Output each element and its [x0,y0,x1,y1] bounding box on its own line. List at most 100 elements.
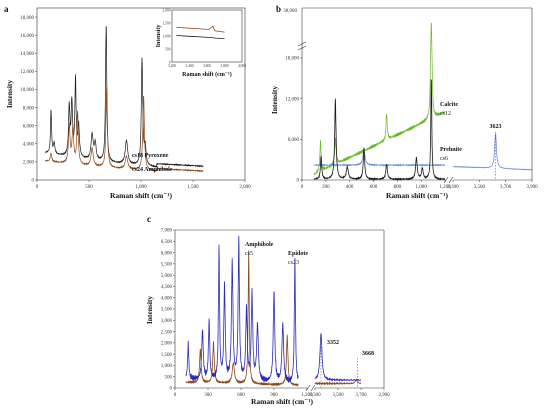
panel-b-xlabel: Raman shift (cm⁻¹) [386,191,449,200]
panel-a-xtick-label: 0 [36,185,39,190]
panel-b-xtick-label: 1,200 [439,185,451,190]
panel-b-xtick-label-right: 3,900 [526,185,538,190]
panel-a-ytick-label: 16,000 [20,34,34,39]
panel-c-xtick-label: 0 [174,393,177,398]
panel-a-letter: a [4,4,9,14]
panel-a-xlabel: Raman shift (cm⁻¹) [110,191,173,200]
panel-c-labels: Amphibole cs5 Epidote cs23 3352 3668 [245,242,374,357]
panel-c-ytick-label: 5,000 [161,274,173,279]
inset-ytick-label: 1,500 [162,21,170,26]
panel-a-ytick-label: 12,000 [20,70,34,75]
inset-xtick-label: 4,000 [238,64,246,69]
panel-a-ytick-label: 2,000 [23,161,35,166]
panel-b-label-prehnite-sample: cs6 [440,156,448,162]
panel-b-xtick-label: 800 [394,185,402,190]
inset-ytick-label: 2,000 [162,8,170,13]
panel-c-peak-label-3668: 3668 [362,351,374,357]
inset-series-line-0 [176,35,225,39]
panel-c-ytick-label: 5,500 [161,263,173,268]
panel-c-ytick-label: 0 [170,387,173,392]
panel-b-label-calcite: Calcite [440,102,458,108]
panel-c-xtick-label-right: 3,700 [355,393,367,398]
panel-b-series-line-1 [313,147,446,168]
panel-b-labels: Calcite cs12 Prehnite cs6 3623 [440,102,502,162]
panel-b: b 0 6,000 12,000 18,000 0 200 400 600 800 1,000 1… [270,4,538,200]
inset-xtick-label: 3,400 [185,64,193,69]
panel-b-ytick-label: 0 [297,179,300,184]
panel-c-peak-label-3352: 3352 [327,340,339,346]
panel-c-ytick-label: 2,000 [161,342,173,347]
panel-c-label-epidote: Epidote [288,251,308,257]
panel-c-letter: c [147,214,151,224]
panel-c: c 0 500 1,000 1,500 2,000 2,500 3,000 3,500 4,00… [145,214,390,406]
panel-c-ytick-label: 4,500 [161,285,173,290]
panel-c-xtick-label-right: 3,900 [378,393,390,398]
panel-b-ytick-label: 12,000 [285,97,299,102]
panel-a-xtick-label: 500 [85,185,93,190]
panel-b-ylabel: Intensity [270,86,279,115]
panel-b-series-line-0 [313,22,446,176]
panel-c-xtick-label: 600 [237,393,245,398]
inset-ylabel: Intensity [156,25,162,48]
panel-c-ytick-label: 4,000 [161,296,173,301]
panel-c-ytick-label: 6,500 [161,240,173,245]
panel-a-legend-amphibole: cs24 Amphibole [132,167,173,173]
panel-c-series-line-0 [185,250,299,387]
panel-c-ytick-label: 1,000 [161,364,173,369]
panel-c-label-epidote-sample: cs23 [288,260,299,266]
panel-c-ytick-label: 500 [165,375,173,380]
panel-a-ytick-label: 8,000 [23,106,35,111]
panel-a-ytick-label: 10,000 [20,88,34,93]
inset-xtick-label: 3,200 [168,64,176,69]
panel-c-ylabel: Intensity [145,296,154,325]
panel-c-xlabel: Raman shift (cm⁻¹) [251,397,314,406]
inset-ytick-label: 1,000 [162,34,170,39]
panel-a-ytick-label: 4,000 [23,142,35,147]
panel-c-series-line-right-1 [314,333,362,382]
panel-b-ytick-label: 6,000 [288,138,300,143]
panel-c-ytick-label: 3,500 [161,308,173,313]
panel-c-ytick-label: 1,500 [161,353,173,358]
panel-a-series-line-0 [44,26,204,169]
panel-b-ytick-label: 18,000 [285,57,299,62]
panel-c-series-line-right-0 [314,378,362,386]
panel-c-xtick-label: 300 [204,393,212,398]
inset-frame [171,9,243,63]
panel-b-xtick-label-right: 3,700 [500,185,512,190]
panel-c-xtick-label: 1,200 [301,393,313,398]
inset-series-line-1 [176,25,225,33]
panel-a-xtick-label: 2,000 [239,185,251,190]
panel-c-ytick-label: 7,000 [161,229,173,234]
panel-c-xtick-label-right: 3,300 [309,393,321,398]
panel-c-xtick-label: 900 [270,393,278,398]
panel-b-ytick-top: 38,000 [283,9,297,14]
inset-xtick-label: 3,600 [203,64,211,69]
panel-b-series-line-right [452,133,533,171]
panel-b-xtick-label-right: 3,300 [447,185,459,190]
panel-b-label-calcite-sample: cs12 [440,111,451,117]
panel-c-x-break-mark [305,384,316,392]
panel-a-ytick-label: 18,000 [20,16,34,21]
panel-b-label-prehnite: Prehnite [440,147,462,153]
panel-b-series-line-2 [313,79,446,182]
panel-a-inset: 0 500 1,000 1,500 2,000 3,200 3,400 3,600 3,800… [156,8,246,78]
panel-a-ytick-label: 6,000 [23,124,35,129]
panel-a-ylabel: Intensity [5,80,14,109]
panel-b-xtick-label-right: 3,500 [474,185,486,190]
panel-c-series-line-1 [185,235,299,383]
panel-a: a 0 2,000 4,000 6,000 8,000 10,000 12,000 14,00… [4,4,251,200]
inset-ytick-label: 500 [165,47,171,51]
panel-c-xtick-label-right: 3,500 [332,393,344,398]
inset-xtick-label: 3,800 [220,64,228,69]
panel-b-xtick-label: 200 [322,185,330,190]
panel-a-legend: cs18 Pyroxene cs24 Amphibole [132,153,173,173]
panel-b-xtick-label: 600 [370,185,378,190]
panel-a-xtick-label: 1,000 [135,185,147,190]
panel-a-legend-pyroxene: cs18 Pyroxene [132,153,169,159]
panel-b-xtick-label: 1,000 [416,185,428,190]
panel-a-series-line-1 [44,85,204,173]
inset-xlabel: Raman shift (cm⁻¹) [182,71,232,78]
panel-c-label-amphibole-sample: cs5 [245,251,253,257]
panel-c-ytick-label: 2,500 [161,330,173,335]
